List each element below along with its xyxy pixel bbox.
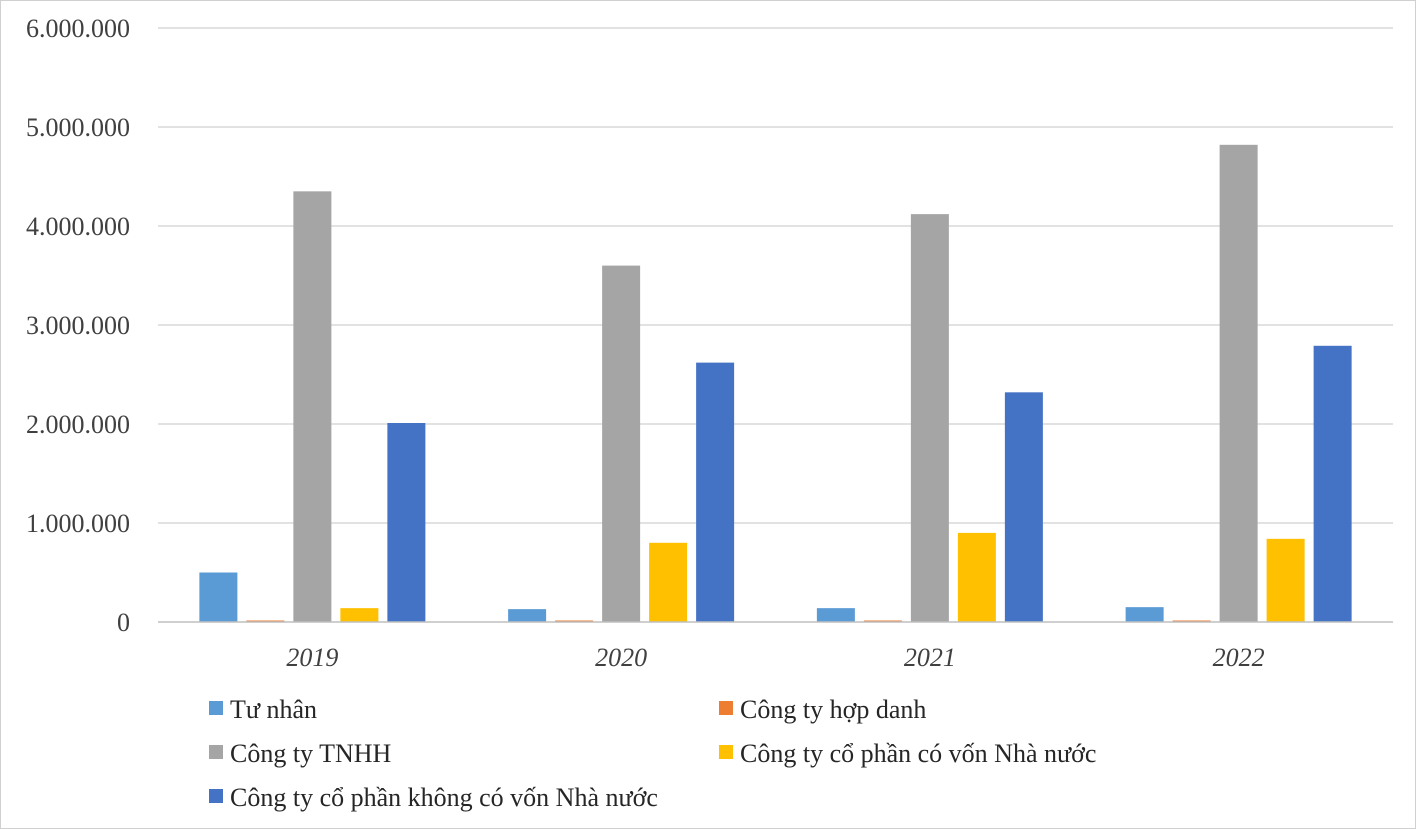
bar <box>957 532 996 622</box>
legend-label: Công ty cổ phần có vốn Nhà nước <box>740 739 1096 768</box>
bar <box>816 608 855 622</box>
x-tick-label: 2021 <box>904 643 956 672</box>
bar <box>649 542 688 622</box>
bar <box>199 572 238 622</box>
y-tick-label: 6.000.000 <box>26 14 130 43</box>
y-axis-ticks: 0 1.000.000 2.000.000 3.000.000 4.000.000 5.0… <box>26 14 130 637</box>
x-tick-label: 2020 <box>595 643 647 672</box>
bar <box>1004 392 1043 622</box>
bar <box>1313 345 1352 622</box>
legend-swatch <box>209 745 223 759</box>
y-tick-label: 0 <box>117 608 130 637</box>
legend-label: Tư nhân <box>230 695 317 724</box>
bar <box>910 214 949 622</box>
bar <box>696 362 735 622</box>
y-tick-label: 1.000.000 <box>26 509 130 538</box>
x-tick-label: 2019 <box>286 643 338 672</box>
legend-label: Công ty hợp danh <box>740 695 926 724</box>
bar <box>1219 144 1258 622</box>
bar <box>293 191 332 622</box>
y-tick-label: 5.000.000 <box>26 113 130 142</box>
bar <box>387 423 426 622</box>
gridlines <box>158 27 1393 524</box>
bars <box>199 144 1352 622</box>
legend-swatch <box>719 745 733 759</box>
legend: Tư nhân Công ty hợp danh Công ty TNHH Công … <box>209 695 1096 812</box>
bar <box>340 608 379 622</box>
x-tick-label: 2022 <box>1213 643 1265 672</box>
legend-swatch <box>209 789 223 803</box>
bar <box>602 265 641 622</box>
legend-swatch <box>209 701 223 715</box>
y-tick-label: 3.000.000 <box>26 311 130 340</box>
bar <box>508 609 547 622</box>
y-tick-label: 4.000.000 <box>26 212 130 241</box>
legend-label: Công ty TNHH <box>230 739 392 768</box>
x-axis: 2019 2020 2021 2022 <box>158 621 1393 672</box>
legend-swatch <box>719 701 733 715</box>
bar <box>1266 538 1305 622</box>
bar <box>1125 607 1164 622</box>
y-tick-label: 2.000.000 <box>26 410 130 439</box>
legend-label: Công ty cổ phần không có vốn Nhà nước <box>230 783 658 812</box>
